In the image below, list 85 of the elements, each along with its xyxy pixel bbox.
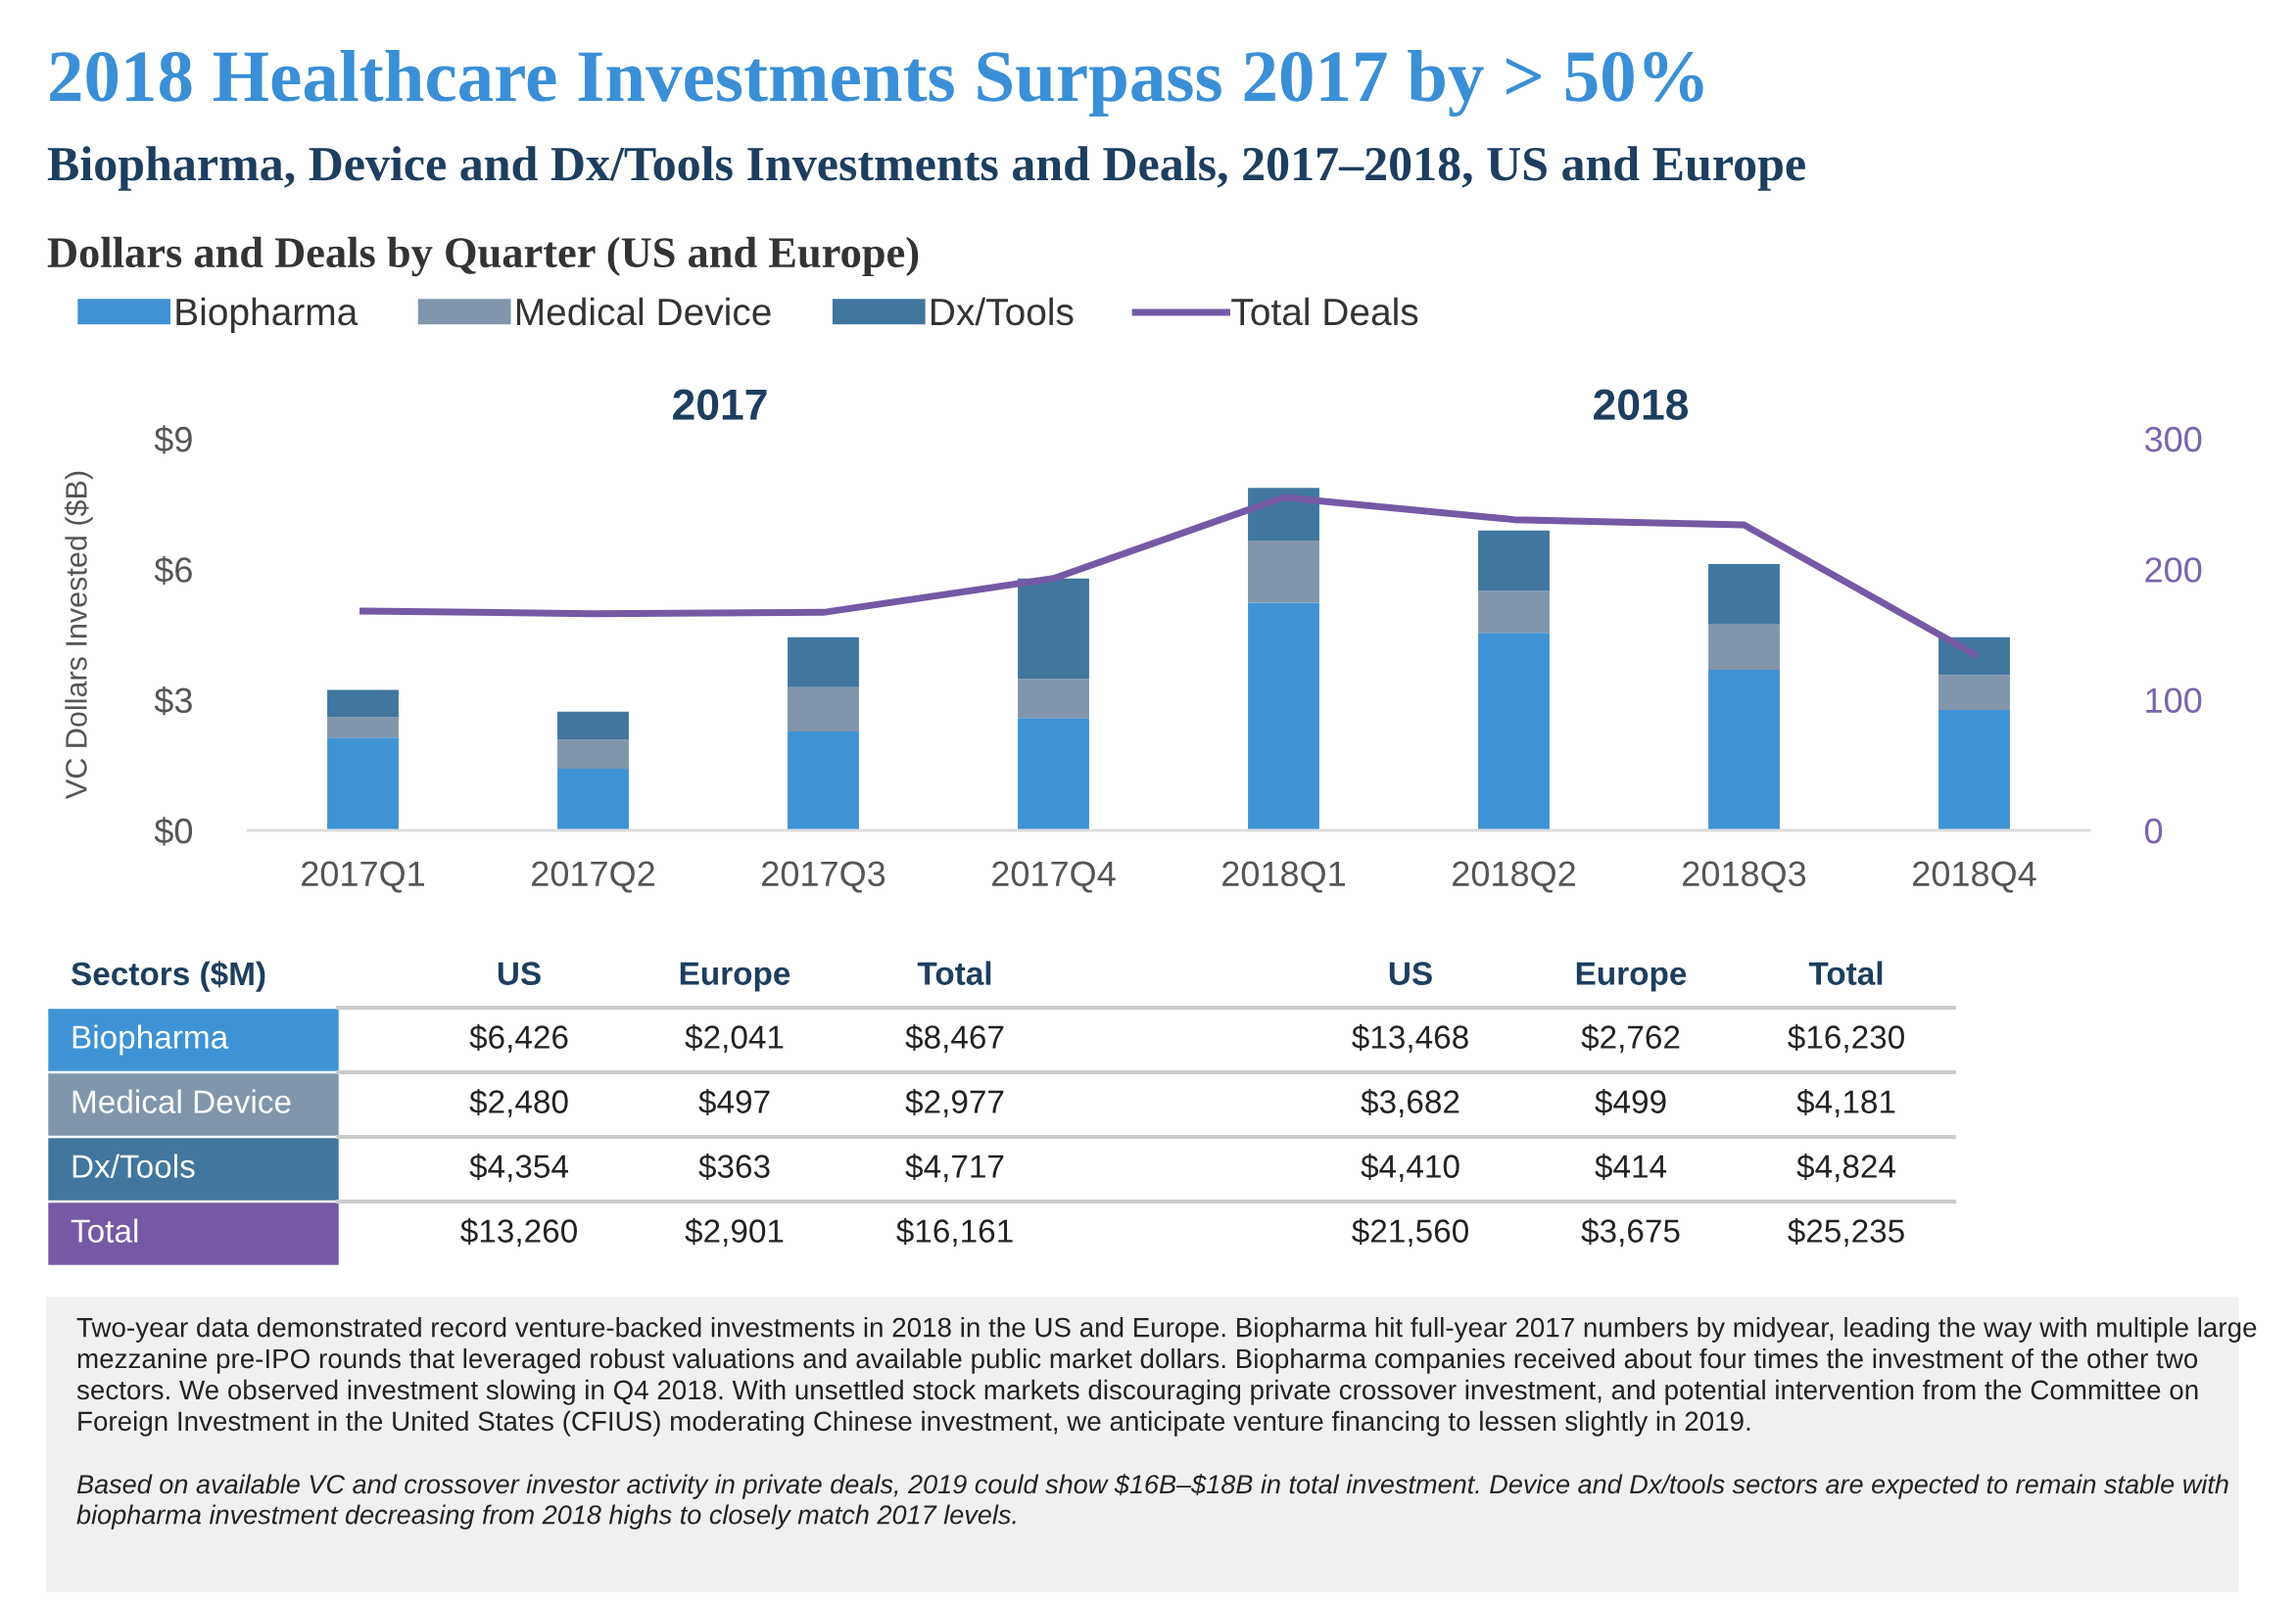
bar [1708, 623, 1780, 670]
category-label: US [498, 962, 541, 985]
category-label: Medical Device [72, 1089, 291, 1113]
bar [1478, 590, 1550, 634]
category-label: Total [1808, 961, 1883, 985]
text: $4,181 [1796, 1088, 1895, 1117]
bar [1708, 564, 1780, 624]
text: $3,675 [1581, 1217, 1680, 1247]
bar [1248, 541, 1319, 603]
text: $2,480 [469, 1088, 568, 1117]
text: $3,682 [1361, 1088, 1459, 1117]
x-tick-label: 2017Q4 [992, 861, 1116, 893]
text: $2,901 [685, 1217, 784, 1247]
category-label: Total [71, 1218, 138, 1243]
text: Sectors ($M) [71, 961, 265, 992]
y-axis-title: VC Dollars Invested ($B) [64, 471, 93, 799]
y-tick-label: $3 [154, 686, 192, 716]
bar [1018, 718, 1089, 830]
bar [557, 768, 629, 830]
text: Two-year data demonstrated record venture-backed investments in 2018 in the US and Europe. Biopharma hit full-year 2017 numbers by midyear, leading the way with multiple large mezzanine pre-IPO rounds that leveraged robust valuations and available public market dollars. Biopharma companies received about four times the investment of the other two sectors. We observed investment slowing in Q4 2018. With unsettled stock markets discouraging private crossover investment, and potential intervention from the Committee on Foreign Investment in the United States (CFIUS) moderating Chinese investment, we anticipate venture financing to lessen slightly in 2019. [76, 1317, 2257, 1437]
chart-subtitle: Biopharma, Device and Dx/Tools Investments and Deals, 2017–2018, US and Europe [47, 146, 1805, 191]
y2-tick-label: 200 [2145, 557, 2202, 583]
text: $6,426 [469, 1023, 568, 1053]
category-label: Biopharma [72, 1024, 229, 1056]
text: Dollars and Deals by Quarter (US and Europe) [47, 236, 919, 277]
bar [1938, 709, 2010, 830]
bar [1018, 578, 1089, 680]
text: $4,354 [469, 1153, 569, 1182]
y-tick-label: $0 [154, 817, 193, 846]
category-label: US [1389, 962, 1432, 985]
x-tick-label: 2017Q3 [762, 861, 885, 893]
bar [788, 731, 859, 830]
text: $16,161 [896, 1217, 1013, 1247]
bar [1708, 670, 1780, 830]
category-label: Europe [1576, 962, 1687, 992]
bar [327, 689, 399, 718]
text: $497 [698, 1088, 770, 1115]
x-tick-label: 2018Q3 [1683, 861, 1806, 893]
legend-label: Total Deals [1231, 297, 1418, 326]
text: Based on available VC and crossover investor activity in private deals, 2019 could show $16B–$18B in total investment. Device and Dx/tools sectors are expected to remain stable with biopharma investment decreasing from 2018 highs to closely match 2017 levels. [76, 1474, 2228, 1530]
chart-title: 2018 Healthcare Investments Surpass 2017 by > 50% [50, 49, 1703, 118]
text: $363 [698, 1153, 770, 1180]
text: $21,560 [1352, 1217, 1468, 1247]
text: $2,762 [1581, 1023, 1680, 1053]
text: 2018 [1594, 389, 1689, 420]
bar [327, 717, 399, 738]
x-tick-label: 2017Q1 [302, 861, 424, 893]
y-tick-label: $6 [154, 555, 192, 585]
legend-label: Dx/Tools [932, 297, 1074, 326]
text: $8,467 [905, 1023, 1004, 1053]
bar [1938, 675, 2010, 710]
text: $13,260 [460, 1217, 577, 1247]
category-label: Europe [680, 962, 790, 992]
bar [1478, 530, 1550, 591]
category-label: Total [917, 961, 991, 985]
legend-label: Biopharma [176, 297, 359, 333]
bar [788, 686, 859, 732]
bar [557, 739, 629, 769]
bar [1478, 633, 1550, 830]
x-tick-label: 2018Q2 [1453, 861, 1575, 893]
bar [327, 737, 399, 830]
text: $16,230 [1788, 1023, 1904, 1053]
text: 2017 [673, 389, 767, 420]
legend-label: Medical Device [516, 297, 771, 326]
x-tick-label: 2018Q1 [1222, 861, 1345, 893]
x-tick-label: 2018Q4 [1913, 861, 2036, 893]
text: $4,410 [1361, 1153, 1459, 1182]
text: $414 [1595, 1153, 1667, 1180]
category-label: Dx/Tools [72, 1154, 195, 1178]
bar [788, 637, 859, 687]
text: $4,717 [905, 1153, 1004, 1182]
y2-tick-label: 0 [2144, 818, 2163, 844]
text: $2,977 [905, 1088, 1004, 1117]
x-tick-label: 2017Q2 [532, 861, 654, 893]
bar [557, 711, 629, 740]
y2-tick-label: 100 [2146, 687, 2202, 714]
y-tick-label: $9 [154, 425, 192, 454]
text: $25,235 [1788, 1217, 1904, 1247]
text: $499 [1595, 1088, 1666, 1115]
bar [1248, 602, 1319, 830]
bar [1018, 679, 1089, 719]
text: $13,468 [1352, 1023, 1468, 1053]
text: $4,824 [1796, 1153, 1896, 1182]
text: $2,041 [685, 1023, 784, 1053]
y2-tick-label: 300 [2144, 426, 2202, 452]
